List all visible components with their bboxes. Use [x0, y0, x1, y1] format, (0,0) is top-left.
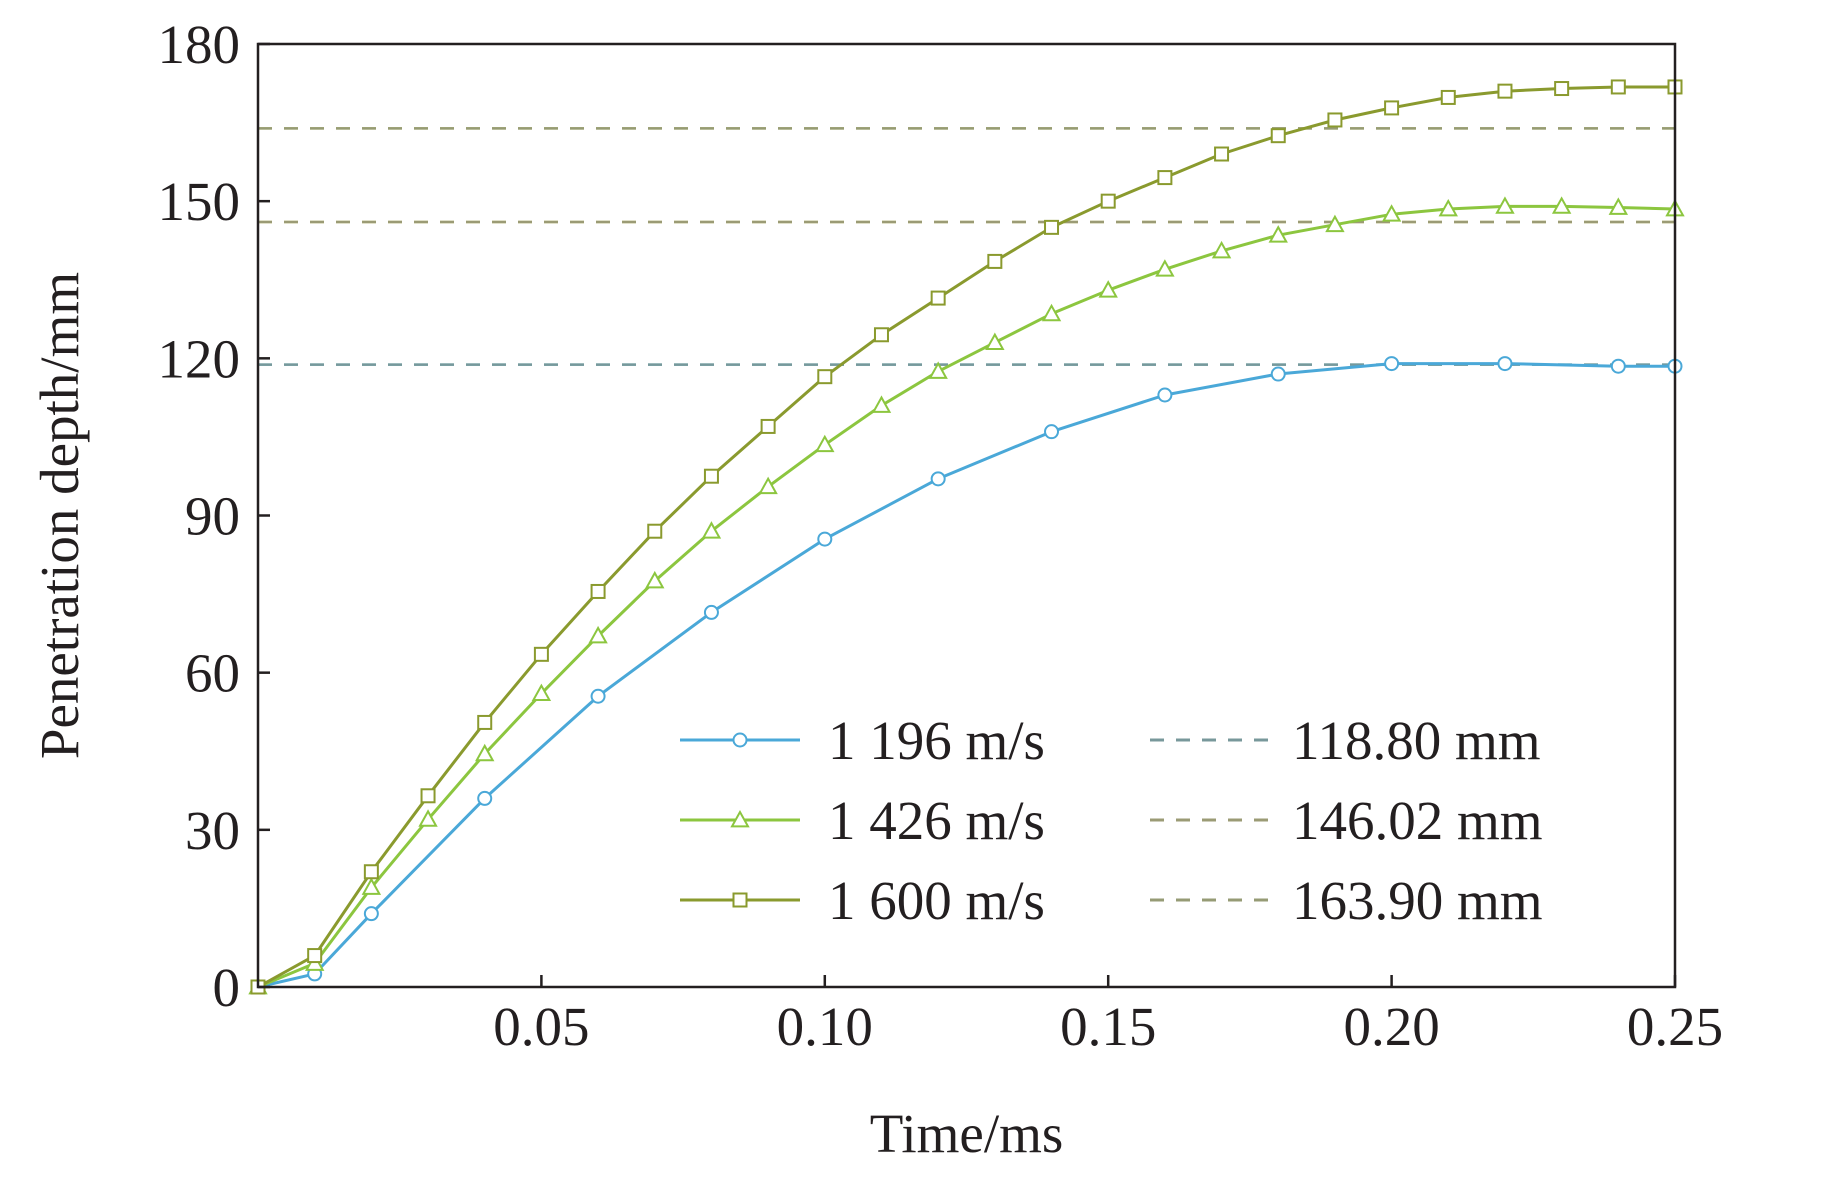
x-axis-title: Time/ms: [870, 1103, 1064, 1164]
data-point: [1157, 387, 1173, 403]
data-point: [477, 714, 493, 730]
x-tick-label: 0.20: [1343, 996, 1439, 1057]
data-point: [815, 434, 835, 453]
y-tick-label: 90: [185, 486, 240, 547]
data-point: [590, 688, 606, 704]
data-point: [1044, 219, 1060, 235]
data-point: [645, 570, 665, 589]
legend-ref-label: 163.90 mm: [1292, 870, 1543, 931]
data-point: [817, 531, 833, 547]
y-tick-label: 30: [185, 800, 240, 861]
data-point: [703, 604, 719, 620]
data-point: [1551, 196, 1572, 214]
data-point: [307, 948, 323, 964]
tick-labels: 0.05 0.10 0.15 0.20 0.25 0 30 60 90 120 150 180: [158, 14, 1724, 1057]
data-point: [758, 476, 778, 495]
legend-marker: [732, 732, 748, 748]
data-point: [1381, 204, 1402, 222]
data-point: [1495, 196, 1515, 214]
data-point: [1214, 146, 1230, 162]
series-square: [250, 79, 1683, 995]
data-point: [1384, 100, 1400, 116]
legend-label: 1 426 m/s: [828, 790, 1045, 851]
data-point: [363, 906, 379, 922]
data-point: [1155, 259, 1175, 277]
y-tick-label: 180: [158, 14, 241, 75]
data-point: [985, 332, 1005, 351]
legend-ref-label: 118.80 mm: [1292, 710, 1541, 771]
data-point: [1440, 89, 1456, 105]
y-tick-label: 0: [213, 957, 241, 1018]
data-point: [1268, 225, 1288, 243]
data-point: [531, 683, 552, 702]
data-point: [760, 418, 776, 434]
data-point: [1497, 356, 1513, 372]
data-point: [1554, 81, 1570, 97]
legend-label: 1 600 m/s: [828, 870, 1045, 931]
data-point: [930, 290, 946, 306]
data-point: [1610, 358, 1626, 374]
data-point: [1211, 240, 1232, 259]
data-point: [703, 468, 719, 484]
reference-lines: [258, 127, 1675, 366]
legend: 1 196 m/s 1 426 m/s 1 600 m/s 118.80 mm 146.…: [680, 710, 1543, 931]
data-point: [1610, 79, 1626, 95]
x-tick-label: 0.15: [1060, 996, 1156, 1057]
series-line: [257, 204, 1676, 989]
data-point: [1327, 112, 1343, 128]
data-point: [1608, 197, 1629, 215]
data-point: [1098, 280, 1118, 298]
data-point: [1100, 193, 1116, 209]
data-point: [1157, 170, 1173, 186]
data-point: [1270, 366, 1286, 382]
data-point: [361, 877, 382, 895]
series-line: [257, 85, 1675, 989]
data-point: [987, 253, 1003, 269]
data-point: [701, 521, 722, 539]
y-tick-label: 60: [185, 643, 240, 704]
data-point: [363, 864, 379, 880]
data-point: [420, 788, 436, 804]
x-tick-label: 0.05: [493, 996, 589, 1057]
legend-marker: [732, 892, 748, 908]
data-point: [930, 471, 946, 487]
data-point: [871, 395, 892, 413]
data-point: [1438, 198, 1458, 217]
series-group: [248, 79, 1685, 995]
data-point: [817, 369, 833, 385]
y-axis-title: Penetration depth/mm: [29, 272, 90, 759]
data-point: [477, 790, 493, 806]
data-point: [1041, 303, 1062, 322]
data-point: [588, 625, 608, 644]
data-point: [928, 361, 948, 379]
data-point: [533, 646, 549, 662]
data-point: [1325, 214, 1345, 233]
data-point: [1044, 424, 1060, 440]
legend-ref-label: 146.02 mm: [1292, 790, 1543, 851]
data-point: [1384, 356, 1400, 372]
legend-label: 1 196 m/s: [828, 710, 1045, 771]
y-tick-label: 150: [158, 171, 241, 232]
legend-marker: [730, 809, 750, 828]
data-point: [1497, 83, 1513, 99]
data-point: [647, 523, 663, 539]
data-point: [1270, 128, 1286, 144]
x-tick-label: 0.10: [777, 996, 873, 1057]
data-point: [590, 583, 606, 599]
data-point: [475, 743, 495, 762]
data-point: [418, 809, 438, 827]
y-tick-label: 120: [158, 328, 241, 389]
axis-ticks: [258, 42, 1677, 989]
data-point: [873, 327, 889, 343]
x-tick-label: 0.25: [1627, 996, 1723, 1057]
